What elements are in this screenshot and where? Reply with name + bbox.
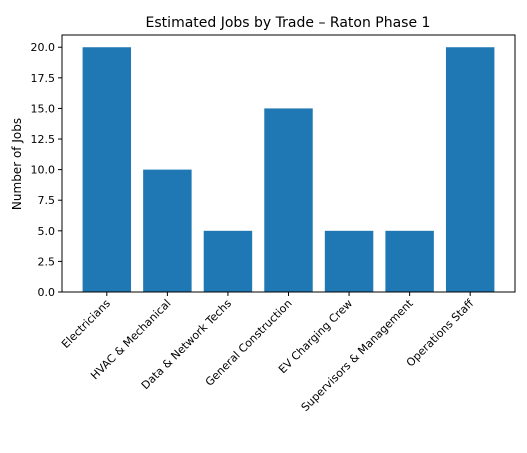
bar-ev-charging-crew [324, 230, 374, 292]
x-tick-label: Supervisors & Management [299, 296, 417, 414]
plot-frame [61, 34, 516, 293]
bar-data-network-techs [203, 230, 253, 292]
x-tick-label: Electricians [59, 297, 113, 351]
x-tick-label: Operations Staff [404, 297, 477, 370]
bar-supervisors-management [385, 230, 434, 292]
chart-title: Estimated Jobs by Trade – Raton Phase 1 [146, 15, 431, 31]
y-tick-label: 10.0 [31, 164, 56, 177]
y-tick-label: 0.0 [38, 286, 56, 299]
bar-hvac-mechanical [143, 169, 192, 292]
y-axis-label: Number of Jobs [10, 118, 24, 210]
y-tick-label: 20.0 [31, 41, 56, 54]
bar-operations-staff [445, 47, 495, 292]
y-tick-label: 17.5 [31, 72, 56, 85]
y-tick-label: 12.5 [31, 133, 56, 146]
y-ticks: 0.0 2.5 5.0 7.5 10.0 12.5 15.0 17.5 20.0 [31, 41, 62, 299]
bars-layer [82, 47, 495, 292]
y-tick-label: 7.5 [38, 194, 56, 207]
y-tick-label: 15.0 [31, 102, 56, 115]
y-tick-label: 2.5 [38, 255, 56, 268]
bar-electricians [82, 47, 132, 292]
y-tick-label: 5.0 [38, 225, 56, 238]
bar-general-construction [264, 108, 313, 292]
